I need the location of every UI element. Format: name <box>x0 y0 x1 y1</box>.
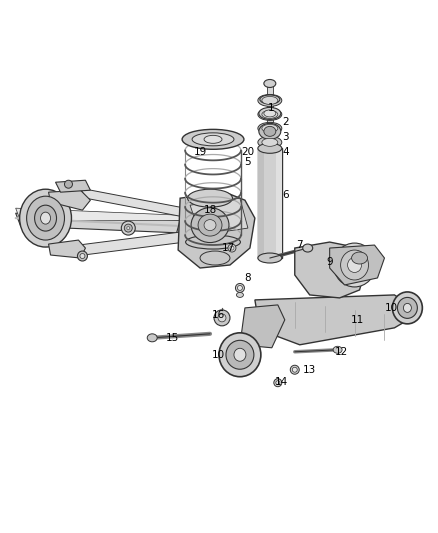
Text: 15: 15 <box>166 333 179 343</box>
Text: 3: 3 <box>283 132 289 142</box>
Polygon shape <box>78 232 185 255</box>
Ellipse shape <box>264 110 276 117</box>
Ellipse shape <box>226 340 254 369</box>
Text: 19: 19 <box>194 147 207 157</box>
Ellipse shape <box>147 334 157 342</box>
Ellipse shape <box>204 135 222 143</box>
Ellipse shape <box>80 254 85 259</box>
Bar <box>267 84 273 148</box>
Ellipse shape <box>262 139 278 147</box>
Ellipse shape <box>258 94 282 107</box>
Ellipse shape <box>262 124 278 132</box>
Text: 1: 1 <box>268 103 274 114</box>
Ellipse shape <box>352 252 367 264</box>
Text: 10: 10 <box>212 350 225 360</box>
Ellipse shape <box>258 253 282 263</box>
Polygon shape <box>49 190 90 210</box>
Ellipse shape <box>218 314 226 322</box>
Polygon shape <box>240 305 285 348</box>
Ellipse shape <box>403 303 411 312</box>
Text: 18: 18 <box>203 205 217 215</box>
Bar <box>258 148 282 258</box>
Ellipse shape <box>258 123 282 134</box>
Ellipse shape <box>234 348 246 361</box>
Text: 17: 17 <box>221 243 235 253</box>
Ellipse shape <box>397 297 417 318</box>
Text: 16: 16 <box>212 310 225 320</box>
Ellipse shape <box>35 205 57 231</box>
Ellipse shape <box>292 367 297 372</box>
Bar <box>258 148 264 258</box>
Ellipse shape <box>264 79 276 87</box>
Polygon shape <box>178 192 255 268</box>
Ellipse shape <box>334 243 375 287</box>
Ellipse shape <box>258 136 282 148</box>
Ellipse shape <box>276 381 280 385</box>
Polygon shape <box>190 198 248 235</box>
Ellipse shape <box>392 292 422 324</box>
Bar <box>276 148 282 258</box>
Text: 14: 14 <box>275 377 289 387</box>
Ellipse shape <box>121 221 135 235</box>
Ellipse shape <box>237 286 242 290</box>
Ellipse shape <box>64 180 72 188</box>
Text: 7: 7 <box>297 240 303 250</box>
Text: 9: 9 <box>326 257 333 267</box>
Ellipse shape <box>303 244 313 252</box>
Polygon shape <box>295 242 367 298</box>
Ellipse shape <box>198 214 222 236</box>
Ellipse shape <box>200 251 230 265</box>
Ellipse shape <box>230 246 234 250</box>
Ellipse shape <box>78 251 88 261</box>
Ellipse shape <box>214 310 230 326</box>
Ellipse shape <box>27 196 64 240</box>
Text: 12: 12 <box>335 347 348 357</box>
Polygon shape <box>16 213 230 235</box>
Polygon shape <box>81 188 190 218</box>
Text: 8: 8 <box>244 273 251 283</box>
Ellipse shape <box>258 143 282 154</box>
Ellipse shape <box>127 227 130 230</box>
Ellipse shape <box>191 208 229 243</box>
Ellipse shape <box>290 365 299 374</box>
Ellipse shape <box>258 108 282 120</box>
Ellipse shape <box>204 220 216 231</box>
Ellipse shape <box>219 333 261 377</box>
Text: 2: 2 <box>283 117 289 127</box>
Ellipse shape <box>341 250 368 280</box>
Polygon shape <box>330 245 385 285</box>
Ellipse shape <box>274 379 282 386</box>
Text: 11: 11 <box>351 315 364 325</box>
Ellipse shape <box>228 244 236 252</box>
Polygon shape <box>255 295 411 345</box>
Text: 6: 6 <box>283 190 289 200</box>
Ellipse shape <box>333 346 342 353</box>
Ellipse shape <box>192 133 234 146</box>
Text: 5: 5 <box>244 157 251 167</box>
Ellipse shape <box>124 224 132 232</box>
Ellipse shape <box>20 189 71 247</box>
Ellipse shape <box>348 257 361 272</box>
Ellipse shape <box>262 110 278 118</box>
Polygon shape <box>49 240 85 258</box>
Text: 10: 10 <box>385 303 398 313</box>
Polygon shape <box>16 208 230 221</box>
Ellipse shape <box>262 96 278 104</box>
Text: 20: 20 <box>241 147 254 157</box>
Ellipse shape <box>236 284 244 293</box>
Ellipse shape <box>237 293 244 297</box>
Ellipse shape <box>259 123 281 139</box>
Ellipse shape <box>41 212 50 224</box>
Ellipse shape <box>187 189 233 207</box>
Ellipse shape <box>260 95 280 104</box>
Polygon shape <box>175 220 245 240</box>
Ellipse shape <box>259 108 281 119</box>
Ellipse shape <box>264 126 276 136</box>
Polygon shape <box>56 180 90 192</box>
Text: 13: 13 <box>303 365 316 375</box>
Ellipse shape <box>182 130 244 149</box>
Text: 4: 4 <box>283 147 289 157</box>
Ellipse shape <box>186 235 240 249</box>
